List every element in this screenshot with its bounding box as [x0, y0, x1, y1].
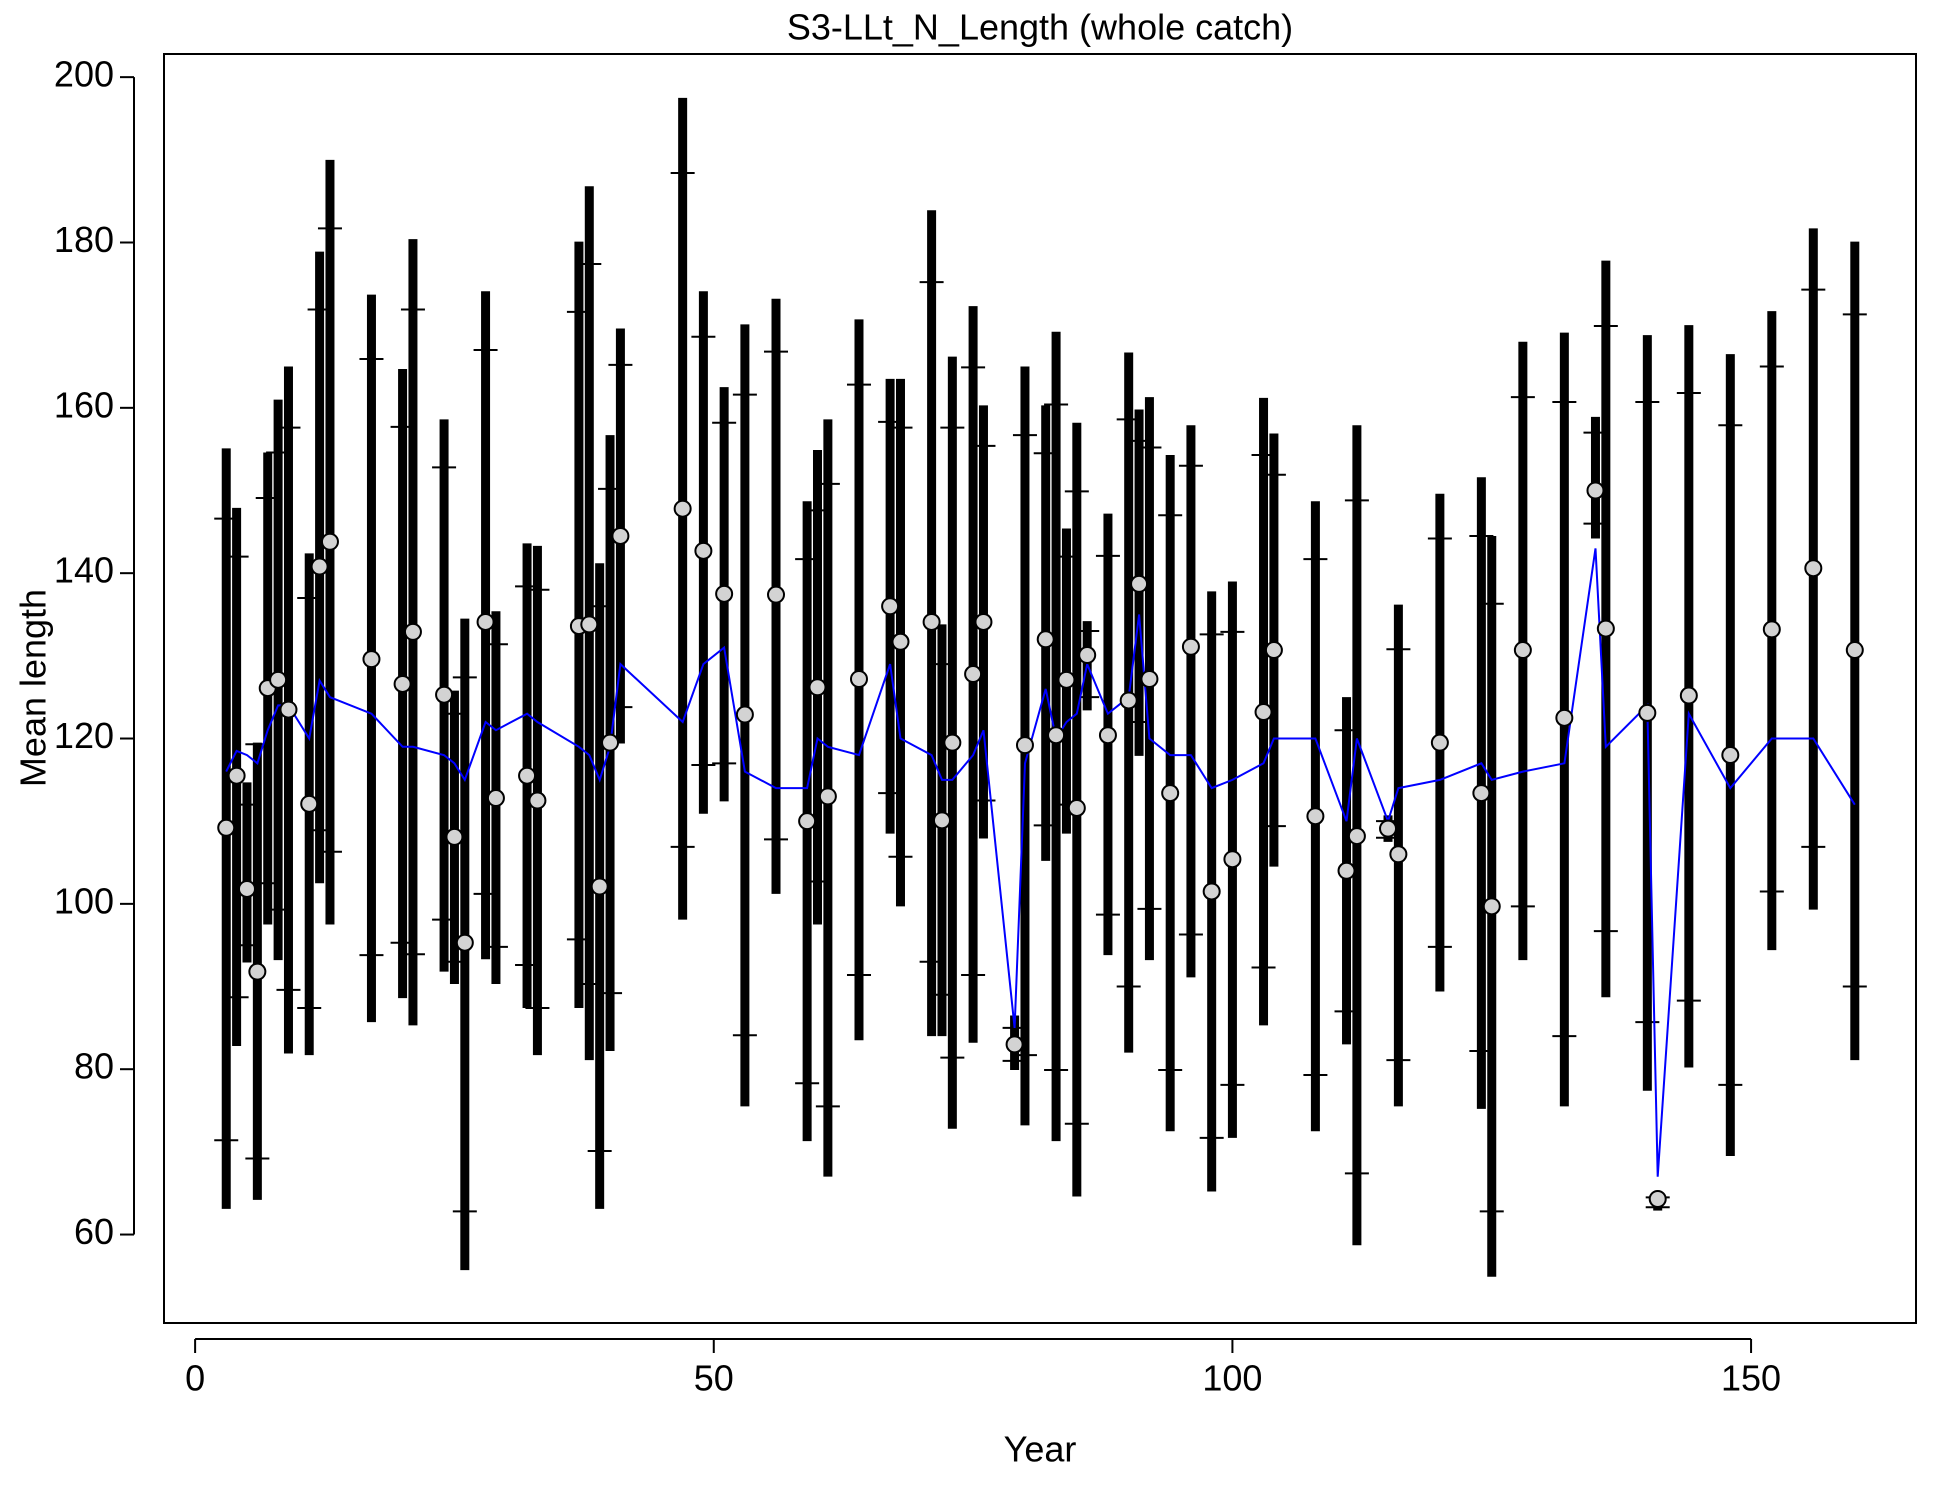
- observed-point: [518, 766, 537, 785]
- observed-point: [1130, 574, 1149, 593]
- y-tick-label: 120: [54, 715, 114, 756]
- observed-point: [455, 933, 474, 952]
- chart-title: S3-LLt_N_Length (whole catch): [787, 7, 1293, 48]
- observed-point: [1015, 736, 1034, 755]
- observed-point: [1347, 827, 1366, 846]
- observed-point: [476, 612, 495, 631]
- observed-point: [1067, 798, 1086, 817]
- observed-point: [217, 818, 236, 837]
- observed-point: [1181, 637, 1200, 656]
- observed-point: [1161, 784, 1180, 803]
- y-tick-label: 160: [54, 384, 114, 425]
- observed-point: [1845, 641, 1864, 660]
- observed-point: [248, 962, 267, 981]
- y-tick-label: 140: [54, 550, 114, 591]
- observed-point: [403, 622, 422, 641]
- observed-point: [1223, 850, 1242, 869]
- observed-point: [1202, 882, 1221, 901]
- observed-point: [881, 597, 900, 616]
- observed-point: [673, 499, 692, 518]
- x-tick-label: 50: [694, 1358, 734, 1399]
- observed-point: [767, 585, 786, 604]
- observed-point: [1078, 646, 1097, 665]
- observed-point: [435, 685, 454, 704]
- observed-point: [808, 678, 827, 697]
- observed-point: [237, 879, 256, 898]
- observed-point: [279, 700, 298, 719]
- y-tick-label: 80: [74, 1046, 114, 1087]
- observed-point: [891, 632, 910, 651]
- observed-point: [362, 650, 381, 669]
- observed-point: [486, 789, 505, 808]
- observed-point: [1047, 726, 1066, 745]
- observed-point: [818, 787, 837, 806]
- observed-point: [393, 674, 412, 693]
- observed-point: [1586, 481, 1605, 500]
- observed-point: [1472, 784, 1491, 803]
- observed-point: [735, 705, 754, 724]
- observed-point: [943, 733, 962, 752]
- x-tick-label: 100: [1202, 1358, 1262, 1399]
- x-tick-label: 0: [185, 1358, 205, 1399]
- observed-point: [1306, 807, 1325, 826]
- observed-point: [580, 615, 599, 634]
- observed-point: [601, 733, 620, 752]
- y-tick-label: 60: [74, 1211, 114, 1252]
- observed-point: [715, 584, 734, 603]
- y-tick-label: 180: [54, 219, 114, 260]
- observed-point: [1762, 620, 1781, 639]
- observed-point: [590, 877, 609, 896]
- observed-point: [1648, 1189, 1667, 1208]
- observed-point: [974, 612, 993, 631]
- observed-point: [1430, 733, 1449, 752]
- observed-point: [227, 766, 246, 785]
- observed-point: [694, 541, 713, 560]
- observed-point: [528, 791, 547, 810]
- x-axis-label: Year: [1004, 1429, 1077, 1470]
- observed-point: [964, 665, 983, 684]
- expected-line: [225, 548, 1856, 1177]
- observed-point: [310, 557, 329, 576]
- observed-point: [1555, 708, 1574, 727]
- observed-point: [1337, 861, 1356, 880]
- observed-point: [1119, 691, 1138, 710]
- plot-frame: [163, 53, 1917, 1324]
- observed-point: [320, 532, 339, 551]
- observed-point: [445, 827, 464, 846]
- observed-point: [1638, 703, 1657, 722]
- observed-point: [1679, 686, 1698, 705]
- observed-point: [1482, 897, 1501, 916]
- observed-point: [1804, 559, 1823, 578]
- observed-point: [611, 526, 630, 545]
- observed-point: [269, 670, 288, 689]
- observed-point: [1513, 641, 1532, 660]
- observed-point: [1379, 819, 1398, 838]
- y-tick-label: 100: [54, 880, 114, 921]
- observed-point: [1721, 746, 1740, 765]
- observed-point: [1389, 845, 1408, 864]
- x-tick-label: 150: [1721, 1358, 1781, 1399]
- y-tick-label: 200: [54, 54, 114, 95]
- observed-point: [1057, 670, 1076, 689]
- observed-point: [300, 794, 319, 813]
- observed-point: [1140, 669, 1159, 688]
- observed-point: [798, 812, 817, 831]
- observed-point: [1264, 641, 1283, 660]
- observed-point: [1036, 630, 1055, 649]
- observed-point: [922, 612, 941, 631]
- observed-point: [1005, 1035, 1024, 1054]
- observed-point: [1098, 726, 1117, 745]
- observed-point: [932, 811, 951, 830]
- observed-point: [1596, 619, 1615, 638]
- observed-point: [1254, 703, 1273, 722]
- observed-point: [849, 669, 868, 688]
- y-axis-label: Mean length: [13, 589, 54, 787]
